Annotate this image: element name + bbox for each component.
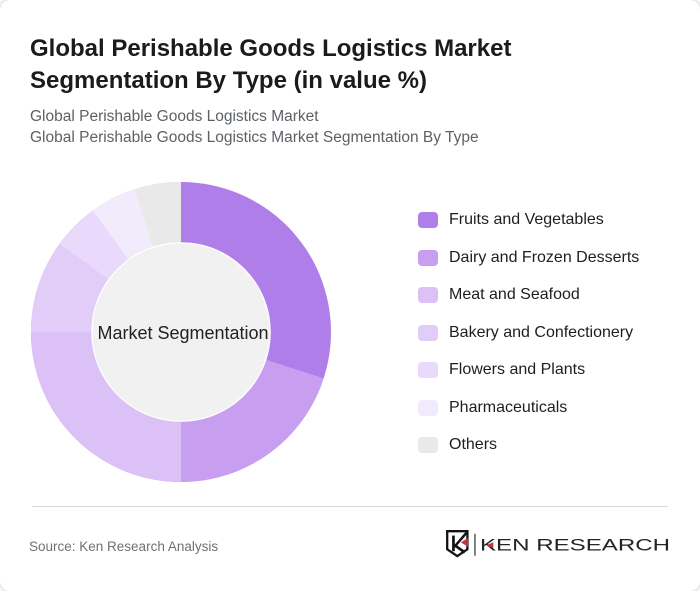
svg-text:KEN RESEARCH: KEN RESEARCH: [480, 536, 670, 554]
